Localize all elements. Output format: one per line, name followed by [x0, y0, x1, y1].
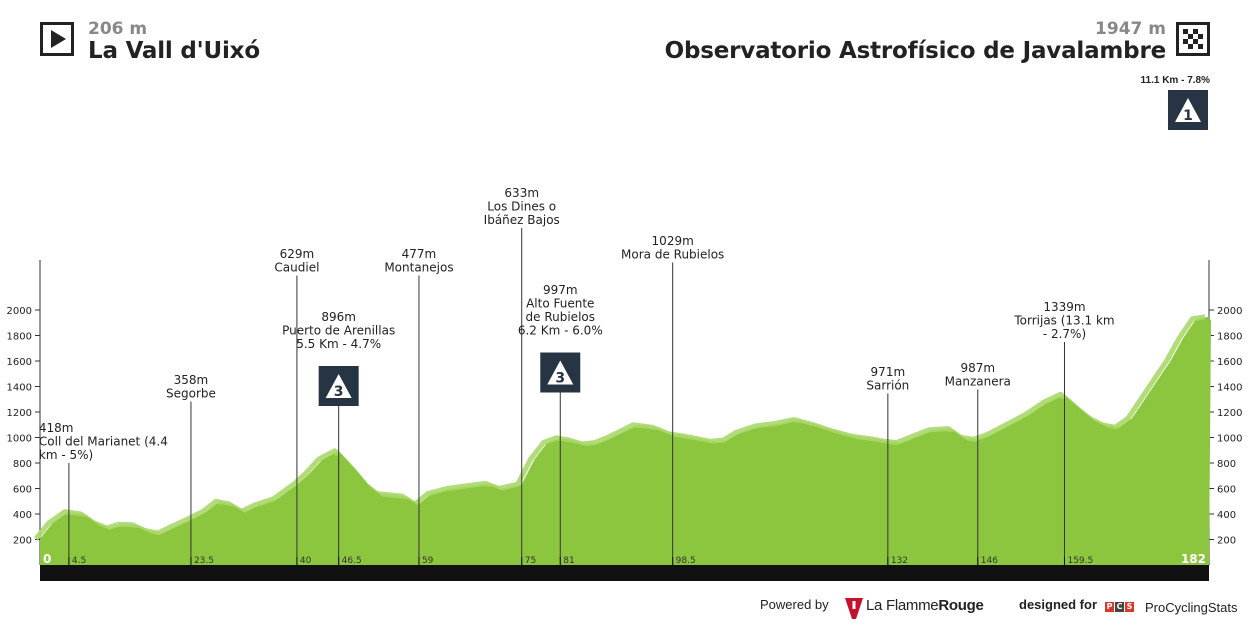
- km-label: 132: [891, 556, 908, 566]
- waypoint-altitude: 629m: [280, 247, 315, 261]
- climb-category-badge: 3: [540, 352, 581, 393]
- km-label: 40: [300, 556, 312, 566]
- stage-start-header: 206 m La Vall d'Uixó: [40, 20, 260, 64]
- km-label: 23.5: [194, 556, 214, 566]
- y-tick-label-left: 200: [13, 536, 32, 547]
- km-label: 0: [43, 552, 51, 566]
- y-tick-label-left: 1600: [7, 357, 32, 368]
- km-label: 146: [981, 556, 998, 566]
- final-climb-category-label: 1: [1183, 108, 1193, 124]
- climb-category-badge: 3: [318, 366, 359, 406]
- y-tick-label-left: 1000: [7, 434, 32, 445]
- waypoint-name: km - 5%): [39, 448, 93, 462]
- waypoint-name: Los Dines o: [487, 200, 556, 214]
- km-label: 159.5: [1067, 556, 1093, 566]
- y-tick-label-left: 600: [13, 485, 32, 496]
- km-label: 46.5: [342, 556, 362, 566]
- waypoint-altitude: 971m: [871, 365, 906, 379]
- waypoint-altitude: 477m: [402, 247, 437, 261]
- waypoint-name: Segorbe: [166, 387, 216, 401]
- km-label: 4.5: [72, 556, 86, 566]
- km-label: 59: [422, 556, 434, 566]
- waypoint-name: Mora de Rubielos: [621, 248, 724, 262]
- final-climb-category-badge: 1: [1168, 90, 1208, 130]
- lfr-brand-light: La Flamme: [866, 597, 939, 614]
- waypoint-name: Sarrión: [866, 379, 909, 393]
- y-tick-label-right: 1200: [1217, 408, 1242, 419]
- waypoint-altitude: 1029m: [652, 234, 694, 248]
- powered-by-text: Powered by: [760, 597, 829, 612]
- km-label: 75: [525, 556, 536, 566]
- play-icon: [40, 22, 74, 56]
- y-tick-label-left: 2000: [7, 306, 32, 317]
- waypoint-altitude: 358m: [174, 373, 209, 387]
- finish-altitude: 1947 m: [1095, 19, 1166, 39]
- y-tick-label-left: 1800: [7, 332, 32, 343]
- waypoint-name: Alto Fuente: [526, 297, 594, 311]
- waypoint-name: Coll del Marianet (4.4: [39, 435, 168, 449]
- checkered-flag-icon: [1176, 22, 1210, 56]
- start-altitude: 206 m: [88, 19, 148, 39]
- waypoint-altitude: 896m: [321, 310, 356, 324]
- waypoint-name: - 2.7%): [1043, 327, 1086, 341]
- y-tick-label-right: 1000: [1217, 434, 1242, 445]
- waypoint-altitude: 997m: [543, 283, 578, 297]
- y-tick-label-right: 800: [1217, 459, 1236, 470]
- final-climb-stat: 11.1 Km - 7.8%: [1140, 75, 1210, 86]
- designed-for-text: designed for: [1019, 597, 1098, 612]
- elevation-profile-area-front: [40, 319, 1211, 565]
- pcs-letter-p: P: [1105, 602, 1114, 612]
- y-tick-label-right: 1400: [1217, 383, 1242, 394]
- start-location: La Vall d'Uixó: [88, 38, 260, 64]
- pcs-logo-icon: P C S: [1105, 602, 1135, 612]
- y-tick-label-right: 200: [1217, 536, 1236, 547]
- waypoint-altitude: 987m: [960, 361, 995, 375]
- la-flamme-rouge-brand[interactable]: La FlammeRouge: [866, 597, 984, 614]
- waypoint-name: 5.5 Km - 4.7%: [296, 337, 381, 351]
- y-tick-label-right: 1800: [1217, 332, 1242, 343]
- waypoint-name: Torrijas (13.1 km: [1013, 314, 1114, 328]
- y-tick-label-left: 1400: [7, 383, 32, 394]
- waypoint-name: Ibáñez Bajos: [484, 213, 560, 227]
- climb-category-label: 3: [334, 384, 344, 400]
- procyclingstats-brand[interactable]: ProCyclingStats: [1145, 600, 1238, 615]
- pcs-letter-s: S: [1125, 602, 1134, 612]
- y-tick-label-right: 600: [1217, 485, 1236, 496]
- y-tick-label-right: 400: [1217, 510, 1236, 521]
- km-label: 98.5: [676, 556, 696, 566]
- waypoint-name: Puerto de Arenillas: [282, 324, 395, 338]
- waypoint-altitude: 418m: [39, 421, 74, 435]
- distance-bar: [40, 565, 1209, 581]
- waypoint-name: de Rubielos: [526, 310, 595, 324]
- y-tick-label-right: 2000: [1217, 306, 1242, 317]
- elevation-profile-ridge: [34, 314, 1206, 541]
- pcs-letter-c: C: [1115, 602, 1124, 612]
- y-tick-label-left: 1200: [7, 408, 32, 419]
- waypoint-altitude: 1339m: [1043, 300, 1085, 314]
- waypoint-name: Montanejos: [384, 261, 453, 275]
- stage-finish-header: 1947 m Observatorio Astrofísico de Javal…: [665, 20, 1210, 64]
- waypoint-name: Caudiel: [274, 261, 319, 275]
- climb-category-label: 3: [555, 371, 565, 387]
- y-tick-label-left: 800: [13, 459, 32, 470]
- km-label: 81: [563, 556, 574, 566]
- waypoint-name: Manzanera: [945, 375, 1011, 389]
- y-tick-label-right: 1600: [1217, 357, 1242, 368]
- waypoint-altitude: 633m: [504, 186, 539, 200]
- lfr-brand-bold: Rouge: [938, 597, 984, 614]
- la-flamme-rouge-logo-icon: [845, 598, 863, 619]
- km-label: 182: [1181, 552, 1206, 566]
- waypoint-name: 6.2 Km - 6.0%: [518, 324, 603, 338]
- y-tick-label-left: 400: [13, 510, 32, 521]
- finish-location: Observatorio Astrofísico de Javalambre: [664, 38, 1167, 64]
